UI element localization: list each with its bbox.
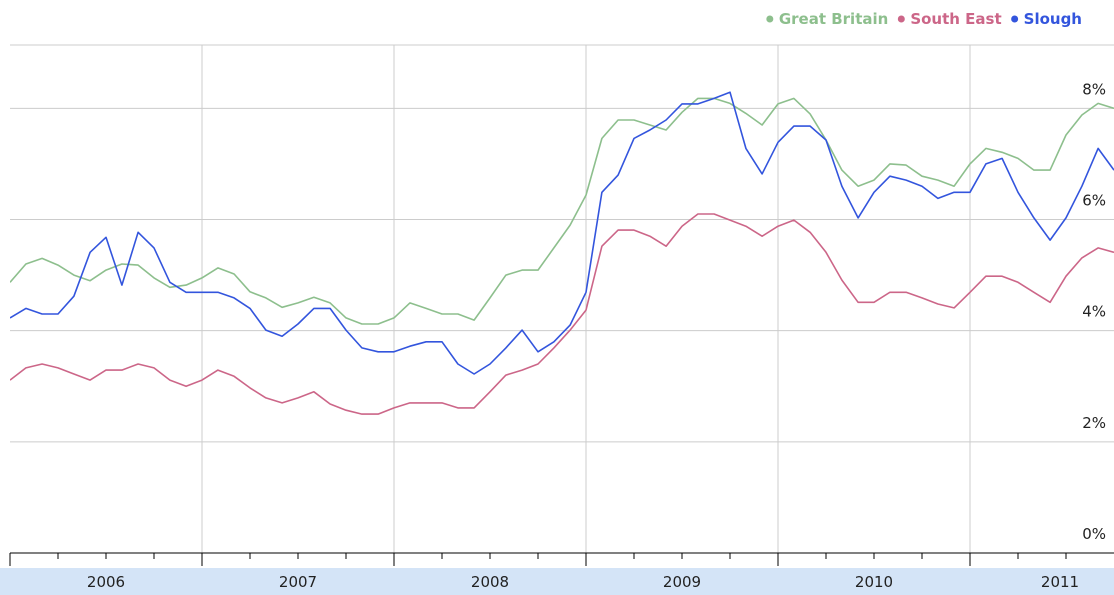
- series-line: [10, 91, 1114, 375]
- y-tick-label: 6%: [1082, 192, 1106, 210]
- x-tick-label: 2011: [1041, 573, 1079, 591]
- legend-label: South East: [910, 10, 1001, 28]
- legend-marker: [766, 15, 774, 23]
- series-group: [10, 91, 1114, 415]
- x-tick-label: 2009: [663, 573, 701, 591]
- y-tick-label: 2%: [1082, 414, 1106, 432]
- x-tick-label: 2008: [471, 573, 509, 591]
- legend-label: Great Britain: [779, 10, 888, 28]
- series-line: [10, 97, 1114, 325]
- x-tick-label: 2007: [279, 573, 317, 591]
- y-tick-label: 8%: [1082, 80, 1106, 98]
- x-tick-label: 2010: [855, 573, 893, 591]
- legend-label: Slough: [1024, 10, 1082, 28]
- x-tick-label: 2006: [87, 573, 125, 591]
- y-tick-label: 4%: [1082, 303, 1106, 321]
- legend-marker: [897, 15, 905, 23]
- y-tick-label: 0%: [1082, 525, 1106, 543]
- x-axis-band: [0, 568, 1114, 595]
- series-line: [10, 213, 1114, 415]
- legend-marker: [1011, 15, 1019, 23]
